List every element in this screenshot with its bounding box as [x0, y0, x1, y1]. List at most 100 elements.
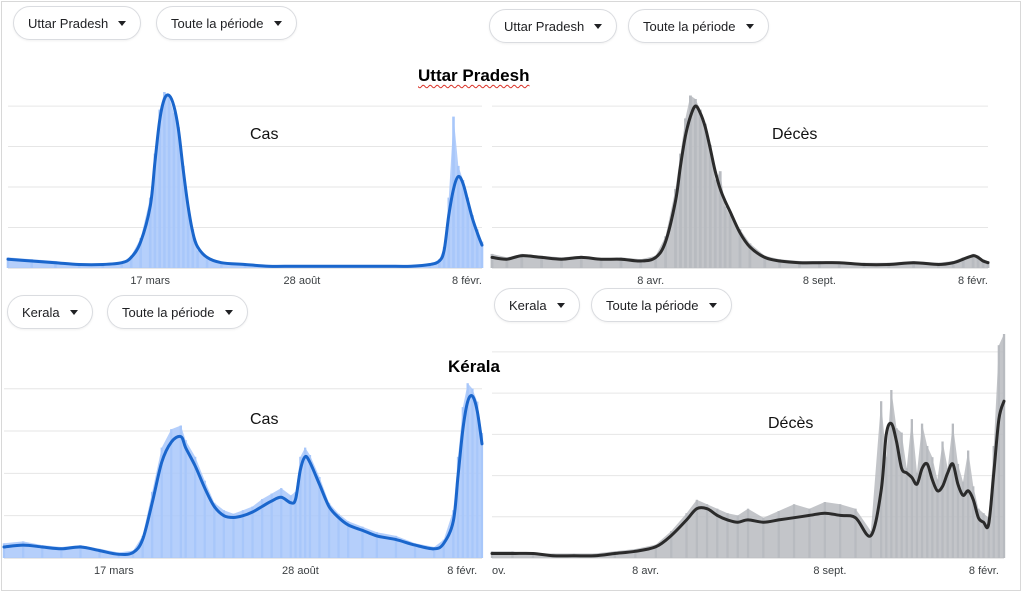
- daily-bar: [1002, 334, 1006, 558]
- daily-bar: [987, 517, 990, 558]
- panel-title-up-cases: Cas: [250, 126, 279, 143]
- daily-bar: [182, 165, 185, 268]
- daily-bar: [148, 197, 152, 268]
- daily-bar: [951, 423, 954, 558]
- daily-series: [490, 334, 1006, 558]
- x-tick-label: 17 mars: [130, 275, 170, 287]
- daily-bar: [956, 463, 960, 558]
- daily-bar: [243, 264, 247, 268]
- daily-bar: [694, 99, 697, 268]
- daily-bar: [299, 456, 302, 558]
- daily-bar: [910, 419, 913, 558]
- daily-bar: [723, 206, 727, 268]
- daily-bar: [540, 255, 543, 268]
- daily-bar: [205, 259, 209, 268]
- daily-bar: [763, 255, 767, 268]
- daily-bar: [222, 510, 225, 558]
- daily-bar: [619, 257, 623, 268]
- daily-bar: [442, 246, 446, 268]
- daily-bar: [170, 429, 173, 558]
- daily-bar: [560, 257, 563, 268]
- daily-bar: [654, 544, 657, 558]
- region-select-kl-deaths[interactable]: Kerala: [494, 288, 580, 322]
- daily-bar: [746, 508, 750, 558]
- up-cases-chart: 17 mars 28 août 8 févr.: [6, 92, 484, 287]
- smoothed-line: [2, 394, 484, 556]
- daily-bar: [869, 531, 872, 558]
- daily-bar: [347, 521, 350, 558]
- daily-bar: [442, 539, 445, 558]
- daily-bar: [951, 261, 955, 268]
- daily-bar: [394, 535, 398, 558]
- daily-bar: [695, 499, 698, 558]
- daily-bar: [433, 547, 436, 558]
- region-select-up-deaths[interactable]: Uttar Pradesh: [489, 9, 618, 43]
- daily-bar: [213, 502, 216, 558]
- daily-bar: [961, 257, 965, 268]
- daily-bar: [961, 481, 965, 558]
- daily-bar: [77, 264, 81, 268]
- period-select-kl-deaths[interactable]: Toute la période: [591, 288, 732, 322]
- daily-bar: [6, 257, 10, 268]
- daily-bar: [890, 390, 893, 558]
- daily-bar: [184, 440, 187, 558]
- daily-bar: [981, 259, 985, 268]
- daily-bar: [599, 259, 603, 268]
- daily-bar: [936, 479, 939, 558]
- period-select-label: Toute la période: [122, 304, 215, 320]
- daily-bar: [689, 95, 692, 268]
- daily-bar: [900, 432, 903, 558]
- caret-down-icon: [745, 23, 754, 29]
- daily-bar: [915, 472, 919, 558]
- daily-bar: [931, 457, 934, 558]
- daily-bar: [466, 197, 470, 268]
- daily-bar: [167, 97, 171, 268]
- daily-bar: [505, 257, 509, 268]
- daily-bar: [475, 229, 479, 268]
- period-select-label: Toute la période: [171, 15, 264, 31]
- daily-bar: [977, 508, 980, 558]
- daily-bar: [337, 513, 340, 558]
- daily-bar: [186, 209, 190, 268]
- daily-bar: [670, 531, 673, 558]
- section-title-uttar-pradesh: Uttar Pradesh: [418, 66, 530, 85]
- daily-bar: [579, 255, 583, 268]
- daily-bar: [280, 488, 283, 558]
- daily-bar: [261, 499, 264, 558]
- daily-bar: [679, 153, 682, 268]
- daily-bar: [220, 262, 223, 268]
- period-select-up-deaths[interactable]: Toute la période: [628, 9, 769, 43]
- smoothed-line: [6, 93, 484, 268]
- daily-bar: [172, 113, 176, 268]
- daily-bar: [818, 261, 821, 268]
- region-select-label: Kerala: [22, 304, 60, 320]
- daily-bar: [634, 549, 637, 558]
- daily-bar: [153, 153, 157, 268]
- caret-down-icon: [594, 23, 603, 29]
- period-select-label: Toute la période: [606, 297, 699, 313]
- daily-bar: [158, 109, 161, 268]
- x-tick-label: 8 févr.: [958, 275, 988, 287]
- daily-bar: [798, 261, 801, 268]
- daily-bar: [447, 197, 451, 268]
- daily-bar: [413, 543, 417, 558]
- period-select-up-cases[interactable]: Toute la période: [156, 6, 297, 40]
- region-select-kl-cases[interactable]: Kerala: [7, 295, 93, 329]
- daily-bar: [480, 241, 484, 268]
- x-tick-label: 28 août: [282, 565, 319, 577]
- daily-bar: [708, 144, 712, 268]
- daily-bar: [972, 486, 975, 558]
- kl-deaths-chart: ov. 8 avr. 8 sept. 8 févr.: [490, 334, 1006, 577]
- region-select-up-cases[interactable]: Uttar Pradesh: [13, 6, 142, 40]
- daily-area: [8, 92, 482, 268]
- daily-bar: [718, 171, 722, 268]
- x-tick-label: 8 sept.: [803, 275, 836, 287]
- section-title-kerala: Kérala: [448, 357, 500, 376]
- panel-title-up-deaths: Décès: [772, 126, 818, 143]
- daily-bar: [466, 383, 469, 558]
- daily-bar: [976, 255, 980, 268]
- caret-down-icon: [69, 309, 78, 315]
- daily-bar: [941, 441, 944, 558]
- period-select-kl-cases[interactable]: Toute la période: [107, 295, 248, 329]
- daily-bar: [251, 506, 254, 558]
